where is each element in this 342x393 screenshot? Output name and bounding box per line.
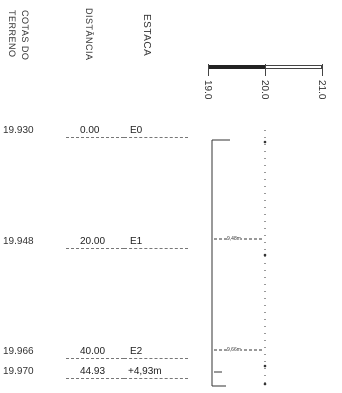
scale-tick (265, 64, 266, 76)
header-cotas: COTAS DO (20, 10, 30, 61)
level-mark (263, 253, 267, 257)
estaca-value: E1 (130, 236, 143, 247)
estaca-value: E2 (130, 346, 143, 357)
estaca-value: E0 (130, 125, 143, 136)
cota-value: 19.948 (3, 236, 34, 247)
distancia-value: 20.00 (80, 236, 106, 247)
level-mark (263, 140, 267, 144)
header-estaca: ESTACA (141, 14, 152, 57)
header-distancia: DISTÂNCIA (84, 8, 94, 61)
dimension-label-e2: 9,66m (227, 347, 241, 353)
level-mark (263, 364, 267, 368)
scale-tick (208, 64, 209, 76)
dimension-label-e1: 9,48m (227, 236, 241, 242)
level-mark (263, 382, 267, 386)
distancia-value: 40.00 (80, 346, 106, 357)
scale-bar-filled (208, 65, 265, 69)
distancia-value: 44.93 (80, 366, 106, 377)
scale-label-19: 19.0 (202, 80, 213, 100)
header-terreno: TERRENO (7, 10, 17, 58)
scale-tick (322, 64, 323, 76)
distancia-value: 0.00 (80, 125, 100, 136)
estaca-value: +4,93m (128, 366, 162, 377)
cota-value: 19.970 (3, 366, 34, 377)
scale-label-20: 20.0 (259, 80, 270, 100)
cota-value: 19.966 (3, 346, 34, 357)
scale-label-21: 21.0 (316, 80, 327, 100)
cota-value: 19.930 (3, 125, 34, 136)
